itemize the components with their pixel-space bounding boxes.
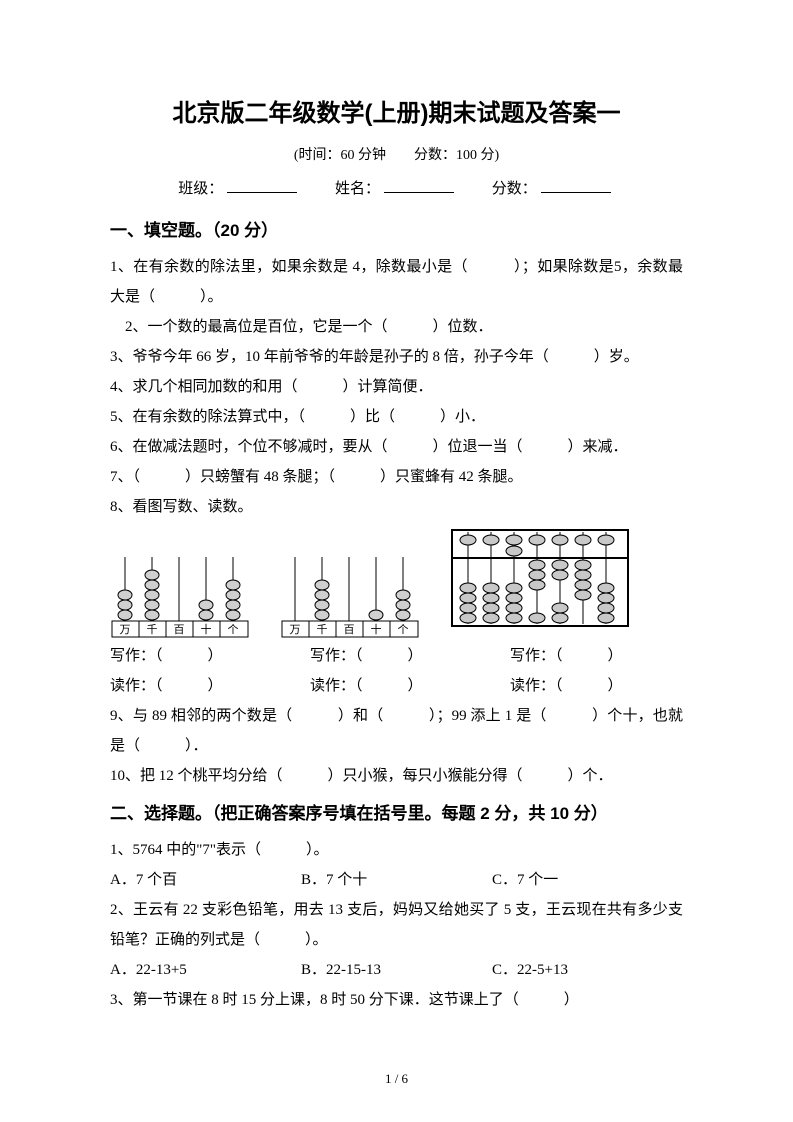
abacus-row: 万 千 百 十 个 <box>110 528 683 639</box>
s2-q2-b: B．22-15-13 <box>301 955 492 985</box>
s2-q1-a: A．7 个百 <box>110 865 301 895</box>
suanpan-frame <box>450 528 630 639</box>
page-number: 1 / 6 <box>0 1066 793 1092</box>
s1-q3: 3、爷爷今年 66 岁，10 年前爷爷的年龄是孙子的 8 倍，孙子今年（ ）岁。 <box>110 342 683 372</box>
read-3: 读作：（ ） <box>510 671 680 701</box>
svg-text:个: 个 <box>398 623 409 636</box>
subtitle-prefix: (时间： <box>294 148 341 163</box>
score-label: 分数： <box>414 148 456 163</box>
read-2: 读作：（ ） <box>310 671 480 701</box>
page-title: 北京版二年级数学(上册)期末试题及答案一 <box>110 90 683 138</box>
s1-q7: 7、（ ）只螃蟹有 48 条腿；（ ）只蜜蜂有 42 条腿。 <box>110 462 683 492</box>
counter-frame-1: 万 千 百 十 个 <box>110 549 250 639</box>
svg-text:十: 十 <box>371 622 382 636</box>
s1-q6: 6、在做减法题时，个位不够减时，要从（ ）位退一当（ ）来减． <box>110 432 683 462</box>
s1-q10: 10、把 12 个桃平均分给（ ）只小猴，每只小猴能分得（ ）个． <box>110 761 683 791</box>
section1-heading: 一、填空题。（20 分） <box>110 214 683 248</box>
s1-q8: 8、看图写数、读数。 <box>110 492 683 522</box>
s2-q1: 1、5764 中的"7"表示（ ）。 <box>110 835 683 865</box>
total-score: 100 分) <box>456 148 499 163</box>
s2-q1-b: B．7 个十 <box>301 865 492 895</box>
exam-page: 北京版二年级数学(上册)期末试题及答案一 (时间：60 分钟 分数：100 分)… <box>0 0 793 1122</box>
svg-text:百: 百 <box>344 624 355 636</box>
name-label: 姓名： <box>335 181 380 197</box>
exam-subtitle: (时间：60 分钟 分数：100 分) <box>110 142 683 170</box>
read-row: 读作：（ ） 读作：（ ） 读作：（ ） <box>110 671 683 701</box>
write-2: 写作：（ ） <box>310 641 480 671</box>
write-row: 写作：（ ） 写作：（ ） 写作：（ ） <box>110 641 683 671</box>
s1-q5: 5、在有余数的除法算式中，（ ）比（ ）小． <box>110 402 683 432</box>
write-1: 写作：（ ） <box>110 641 280 671</box>
class-blank <box>227 177 297 193</box>
s2-q3: 3、第一节课在 8 时 15 分上课，8 时 50 分下课．这节课上了（ ） <box>110 985 683 1015</box>
counter-icon: 万 千 百 十 个 <box>110 549 250 639</box>
student-info-line: 班级： 姓名： 分数： <box>110 174 683 204</box>
s2-q2: 2、王云有 22 支彩色铅笔，用去 13 支后，妈妈又给她买了 5 支，王云现在… <box>110 895 683 955</box>
s1-q1: 1、在有余数的除法里，如果余数是 4，除数最小是（ ）；如果除数是5，余数最大是… <box>110 252 683 312</box>
name-blank <box>384 177 454 193</box>
svg-text:千: 千 <box>317 623 328 636</box>
s2-q1-options: A．7 个百 B．7 个十 C．7 个一 <box>110 865 683 895</box>
write-3: 写作：（ ） <box>510 641 680 671</box>
label-qian: 千 <box>147 623 158 636</box>
s1-q4: 4、求几个相同加数的和用（ ）计算简便． <box>110 372 683 402</box>
label-ge: 个 <box>228 623 239 636</box>
class-label: 班级： <box>178 181 223 197</box>
s2-q2-a: A．22-13+5 <box>110 955 301 985</box>
score-blank <box>541 177 611 193</box>
s1-q2: 2、一个数的最高位是百位，它是一个（ ）位数． <box>110 312 683 342</box>
s2-q2-options: A．22-13+5 B．22-15-13 C．22-5+13 <box>110 955 683 985</box>
counter-icon: 万 千 百 十 个 <box>280 549 420 639</box>
label-bai: 百 <box>174 624 185 636</box>
s2-q2-c: C．22-5+13 <box>492 955 683 985</box>
s2-q1-c: C．7 个一 <box>492 865 683 895</box>
read-1: 读作：（ ） <box>110 671 280 701</box>
section2-heading: 二、选择题。（把正确答案序号填在括号里。每题 2 分，共 10 分） <box>110 797 683 831</box>
label-shi: 十 <box>201 622 212 636</box>
label-wan: 万 <box>120 624 131 636</box>
s1-q9: 9、与 89 相邻的两个数是（ ）和（ ）；99 添上 1 是（ ）个十，也就是… <box>110 701 683 761</box>
score-label-2: 分数： <box>492 181 537 197</box>
svg-text:万: 万 <box>290 624 301 636</box>
exam-time: 60 分钟 <box>341 148 387 163</box>
suanpan-icon <box>450 528 630 628</box>
counter-frame-2: 万 千 百 十 个 <box>280 549 420 639</box>
